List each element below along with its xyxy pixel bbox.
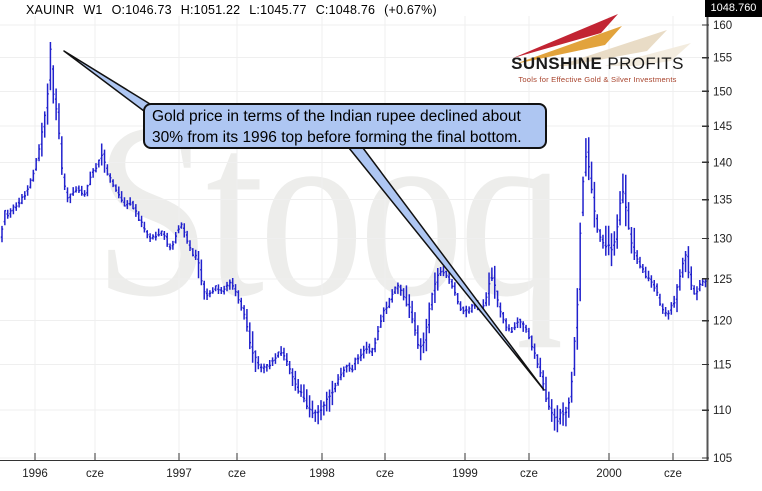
logo-brand-bold: SUNSHINE — [511, 54, 603, 73]
annotation-line-2: 30% from its 1996 top before forming the… — [152, 129, 522, 146]
open-value: O:1046.73 — [111, 3, 172, 17]
annotation-line-1: Gold price in terms of the Indian rupee … — [152, 108, 521, 125]
price-tick-label: 140 — [713, 157, 732, 169]
logo-brand-text: SUNSHINE PROFITS — [495, 54, 700, 74]
logo-tagline: Tools for Effective Gold & Silver Invest… — [518, 75, 677, 84]
ohlc-bars — [0, 42, 707, 433]
date-tick-label: cze — [228, 468, 246, 480]
date-tick-label: 2000 — [596, 468, 622, 480]
change-percent: (+0.67%) — [384, 3, 437, 17]
symbol-label: XAUINR — [26, 3, 75, 17]
date-tick-label: 1998 — [309, 468, 335, 480]
price-tick-label: 120 — [713, 316, 732, 328]
annotation-callout: Gold price in terms of the Indian rupee … — [143, 103, 547, 149]
high-value: H:1051.22 — [180, 3, 241, 17]
price-tick-label: 145 — [713, 121, 732, 133]
low-value: L:1045.77 — [249, 3, 307, 17]
gridlines — [0, 16, 707, 461]
sunshine-profits-logo: SUNSHINE PROFITS Tools for Effective Gol… — [495, 6, 700, 90]
date-tick-label: cze — [664, 468, 682, 480]
price-tick-label: 135 — [713, 195, 732, 207]
price-tick-label: 130 — [713, 233, 732, 245]
date-tick-label: cze — [86, 468, 104, 480]
date-tick-label: cze — [376, 468, 394, 480]
close-value: C:1048.76 — [315, 3, 376, 17]
date-tick-label: cze — [520, 468, 538, 480]
last-price-badge: 1048.760 — [705, 0, 762, 17]
interval-label: W1 — [83, 3, 103, 17]
callout-tail-to-1999-bottom — [348, 147, 545, 391]
axis-ticks — [34, 24, 709, 461]
date-tick-label: 1996 — [22, 468, 48, 480]
price-tick-label: 105 — [713, 453, 732, 465]
price-tick-label: 160 — [713, 20, 732, 32]
price-tick-label: 150 — [713, 86, 732, 98]
date-tick-label: 1997 — [166, 468, 192, 480]
logo-brand-light: PROFITS — [602, 54, 684, 73]
price-tick-label: 155 — [713, 53, 732, 65]
quote-header: XAUINR W1 O:1046.73 H:1051.22 L:1045.77 C:104… — [26, 3, 446, 17]
price-tick-label: 110 — [713, 405, 731, 417]
price-tick-label: 125 — [713, 274, 732, 286]
date-tick-label: 1999 — [452, 468, 478, 480]
price-tick-label: 115 — [713, 360, 731, 372]
logo-rays-icon — [513, 14, 691, 66]
